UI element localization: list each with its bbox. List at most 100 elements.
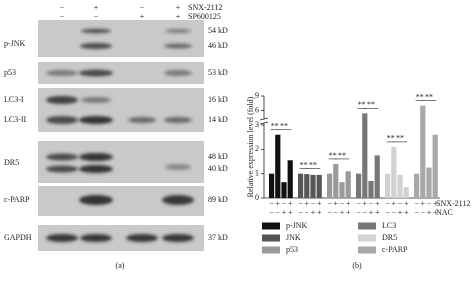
- size-label: 46 kD: [208, 41, 228, 50]
- bar: [356, 173, 362, 198]
- significance-label: **: [280, 122, 288, 131]
- bar: [362, 113, 368, 198]
- condition-sign: +: [427, 208, 432, 217]
- condition-sign: −: [327, 208, 332, 217]
- condition-sign: −: [414, 208, 419, 217]
- protein-label: LC3-I: [4, 95, 24, 104]
- size-label: 16 kD: [208, 95, 228, 104]
- treatment-name: SP600125: [188, 12, 221, 21]
- condition-sign: −: [414, 199, 419, 208]
- condition-sign: +: [346, 199, 351, 208]
- legend-swatch: [358, 222, 376, 230]
- legend-label: c-PARP: [382, 245, 408, 254]
- condition-sign: −: [305, 208, 310, 217]
- condition-sign: −: [327, 199, 332, 208]
- condition-sign: +: [288, 208, 293, 217]
- size-label: 53 kD: [208, 68, 228, 77]
- bar: [333, 163, 339, 198]
- condition-sign: −: [282, 199, 287, 208]
- bar: [368, 180, 374, 198]
- bar: [374, 155, 380, 198]
- condition-sign: −: [276, 208, 281, 217]
- significance-label: **: [367, 100, 375, 109]
- significance-label: **: [416, 92, 424, 101]
- significance-label: **: [338, 151, 346, 160]
- condition-sign: −: [340, 199, 345, 208]
- treatment-name: SNX-2112: [188, 3, 222, 12]
- condition-sign: +: [334, 199, 339, 208]
- bar: [391, 146, 397, 198]
- legend-swatch: [262, 246, 280, 254]
- axis-break-mark: [259, 121, 269, 125]
- protein-label: GAPDH: [4, 233, 32, 242]
- size-label: 54 kD: [208, 26, 228, 35]
- condition-sign: −: [269, 208, 274, 217]
- significance-label: **: [396, 134, 404, 143]
- condition-sign: +: [282, 208, 287, 217]
- treatment-sign: −: [140, 3, 145, 12]
- bar: [310, 174, 316, 198]
- condition-sign: −: [363, 208, 368, 217]
- condition-sign: −: [311, 199, 316, 208]
- x-row-name: NAC: [436, 208, 453, 217]
- condition-sign: +: [317, 199, 322, 208]
- condition-sign: −: [369, 199, 374, 208]
- treatment-sign: −: [60, 3, 65, 12]
- condition-sign: −: [421, 208, 426, 217]
- condition-sign: +: [392, 199, 397, 208]
- protein-label: LC3-II: [4, 115, 27, 124]
- size-label: 40 kD: [208, 164, 228, 173]
- treatment-sign: +: [94, 3, 99, 12]
- condition-sign: +: [404, 208, 409, 217]
- bar: [345, 171, 351, 198]
- size-label: 89 kD: [208, 195, 228, 204]
- condition-sign: +: [375, 208, 380, 217]
- condition-sign: +: [363, 199, 368, 208]
- y-tick-label: 6: [255, 105, 259, 114]
- condition-sign: −: [269, 199, 274, 208]
- condition-sign: +: [433, 199, 438, 208]
- treatment-sign: +: [176, 12, 181, 21]
- condition-sign: +: [340, 208, 345, 217]
- significance-label: **: [300, 160, 308, 169]
- bar: [304, 174, 310, 198]
- bar: [339, 182, 345, 198]
- condition-sign: +: [288, 199, 293, 208]
- condition-sign: +: [404, 199, 409, 208]
- treatment-sign: +: [140, 12, 145, 21]
- caption-a: (a): [116, 261, 125, 270]
- condition-sign: −: [398, 199, 403, 208]
- condition-sign: +: [369, 208, 374, 217]
- bar: [298, 173, 304, 198]
- bar: [316, 174, 322, 198]
- legend-label: DR5: [382, 233, 397, 242]
- size-label: 37 kD: [208, 233, 228, 242]
- bar: [287, 160, 293, 198]
- x-row-name: SNX-2112: [436, 199, 470, 208]
- y-axis-label: Relative expression level (fold): [246, 96, 255, 197]
- bar: [397, 174, 403, 198]
- condition-sign: +: [311, 208, 316, 217]
- condition-sign: +: [375, 199, 380, 208]
- bar: [420, 105, 426, 198]
- condition-sign: −: [334, 208, 339, 217]
- condition-sign: +: [398, 208, 403, 217]
- caption-b: (b): [352, 261, 362, 270]
- axis-break-mark: [259, 117, 269, 121]
- bar: [414, 173, 420, 198]
- blot-strips: [38, 20, 204, 251]
- protein-label: c-PARP: [4, 195, 30, 204]
- bar: [269, 173, 275, 198]
- axis-break: [261, 119, 267, 123]
- condition-sign: +: [433, 208, 438, 217]
- protein-label: p-JNK: [4, 39, 26, 48]
- significance-label: **: [271, 122, 279, 131]
- bar: [432, 134, 438, 198]
- condition-sign: −: [385, 199, 390, 208]
- y-tick-label: 3: [255, 120, 259, 129]
- legend-label: LC3: [382, 221, 396, 230]
- condition-sign: −: [392, 208, 397, 217]
- bar: [281, 182, 287, 198]
- significance-label: **: [387, 134, 395, 143]
